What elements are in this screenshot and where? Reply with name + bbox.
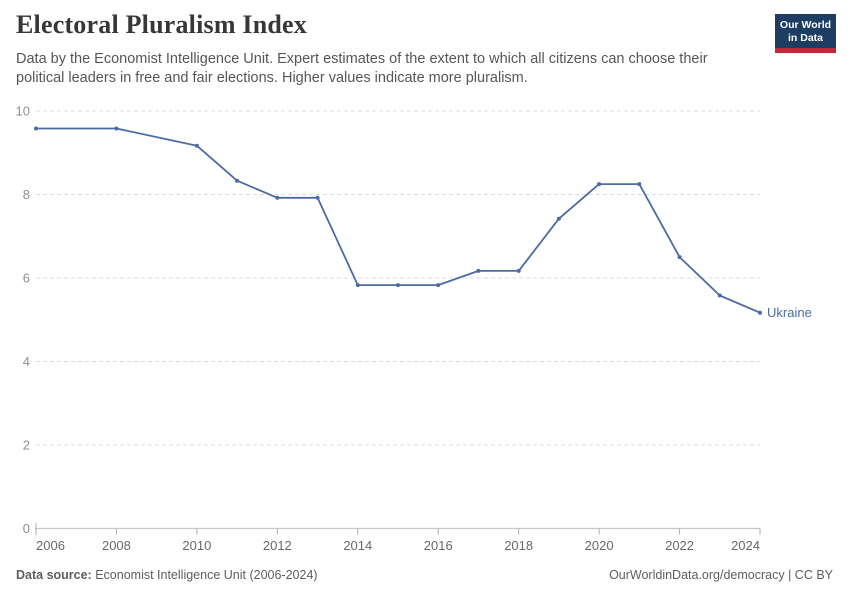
x-tick-label: 2016 (424, 538, 453, 553)
data-point[interactable] (34, 126, 38, 131)
data-point[interactable] (194, 143, 199, 148)
data-source-label: Data source: (16, 568, 92, 582)
chart-subtitle: Data by the Economist Intelligence Unit.… (16, 51, 708, 87)
x-tick-label: 2012 (263, 538, 292, 553)
x-tick-label: 2024 (731, 538, 760, 553)
data-point[interactable] (235, 178, 240, 183)
series-label-ukraine[interactable]: Ukraine (767, 305, 812, 320)
chart-footer: Data source: Economist Intelligence Unit… (16, 568, 833, 582)
data-point[interactable] (758, 310, 762, 315)
x-tick-label: 2008 (102, 538, 131, 553)
owid-logo-line2: in Data (787, 31, 823, 44)
y-tick-label: 2 (23, 438, 30, 453)
x-tick-label: 2020 (585, 538, 614, 553)
data-source-text: Economist Intelligence Unit (2006-2024) (91, 568, 318, 582)
y-tick-label: 10 (16, 104, 30, 119)
series-markers[interactable] (34, 126, 762, 315)
data-point[interactable] (275, 195, 280, 200)
data-point[interactable] (717, 293, 722, 298)
x-axis: 2006 2008 2010 2012 2014 2016 2018 2020 2022 2024 (35, 523, 761, 553)
data-point[interactable] (556, 216, 561, 221)
x-tick-label: 2010 (182, 538, 211, 553)
owid-logo-line1: Our World (779, 19, 832, 31)
data-point[interactable] (315, 195, 320, 200)
data-point[interactable] (436, 283, 441, 288)
x-tick-label: 2022 (665, 538, 694, 553)
x-tick-label: 2018 (504, 538, 533, 553)
data-source: Data source: Economist Intelligence Unit… (16, 568, 318, 582)
y-axis-labels: 0 2 4 6 8 10 (16, 104, 30, 537)
owid-logo[interactable]: Our World in Data (775, 14, 836, 53)
y-tick-label: 6 (23, 271, 30, 286)
data-point[interactable] (355, 283, 360, 288)
data-point[interactable] (114, 126, 119, 131)
x-tick-label: 2014 (343, 538, 372, 553)
y-tick-label: 4 (23, 354, 30, 369)
data-point[interactable] (677, 255, 682, 260)
gridlines (35, 110, 760, 530)
data-point[interactable] (637, 182, 642, 187)
data-point[interactable] (476, 268, 481, 273)
chart-title: Electoral Pluralism Index (16, 10, 307, 39)
footer-link[interactable]: OurWorldinData.org/democracy | CC BY (609, 568, 833, 582)
x-tick-label: 2006 (36, 538, 65, 553)
line-chart[interactable]: 0 2 4 6 8 10 2006 2008 2010 2012 2014 2016 2018 2020 2… (0, 100, 850, 560)
y-tick-label: 8 (23, 187, 30, 202)
y-tick-label: 0 (23, 521, 30, 536)
data-point[interactable] (396, 283, 400, 288)
data-point[interactable] (516, 268, 521, 273)
data-point[interactable] (597, 182, 602, 187)
